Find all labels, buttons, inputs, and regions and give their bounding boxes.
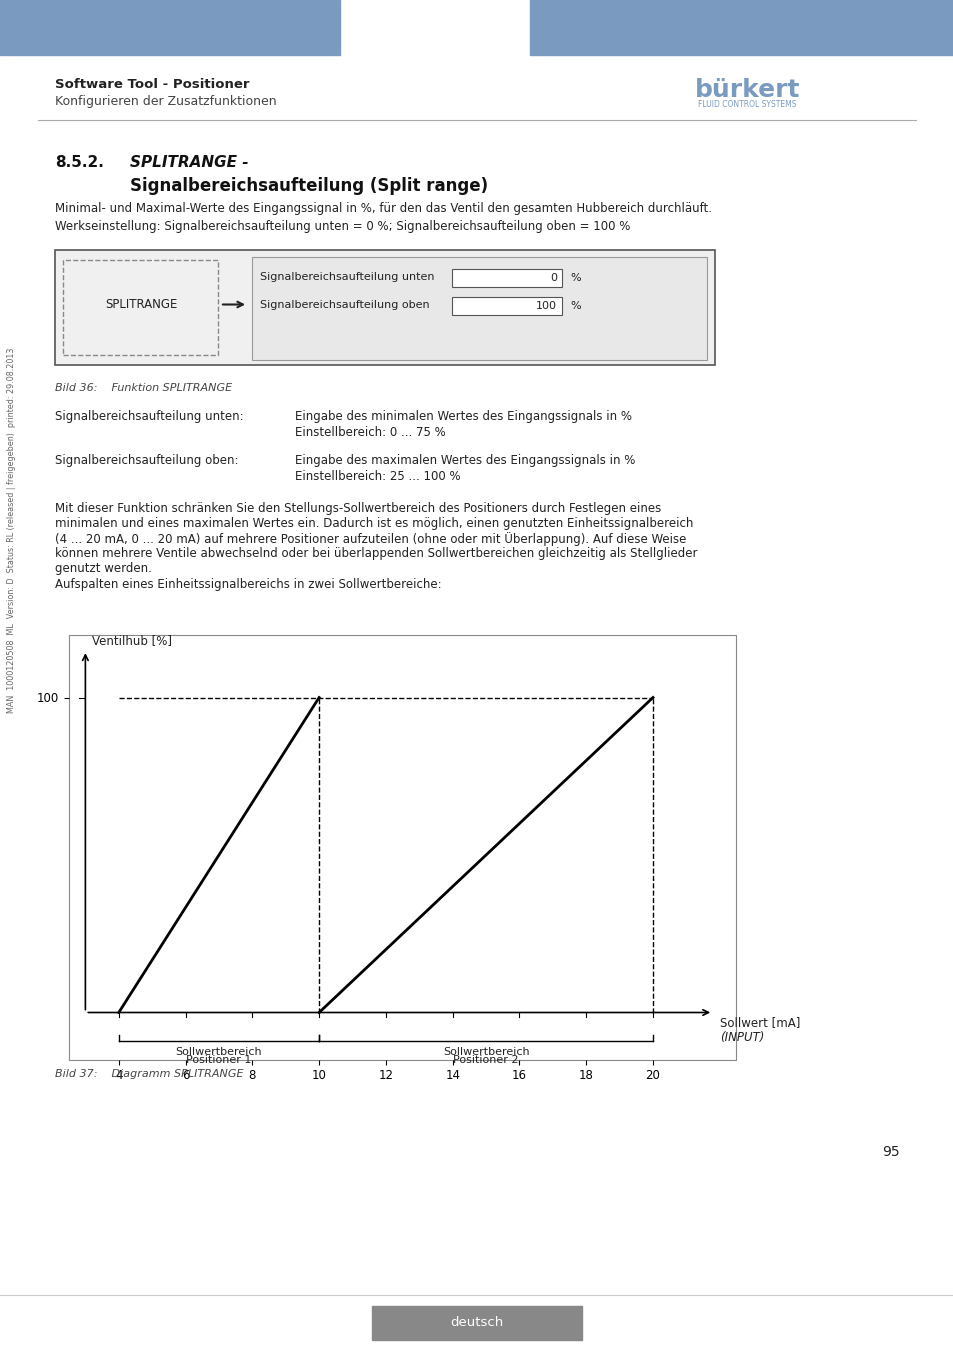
Text: (INPUT): (INPUT)	[719, 1031, 763, 1045]
Text: Eingabe des minimalen Wertes des Eingangssignals in %: Eingabe des minimalen Wertes des Eingang…	[294, 410, 631, 423]
Text: Werkseinstellung: Signalbereichsaufteilung unten = 0 %; Signalbereichsaufteilung: Werkseinstellung: Signalbereichsaufteilu…	[55, 220, 630, 234]
Text: 95: 95	[882, 1145, 899, 1160]
Text: bürkert: bürkert	[695, 78, 800, 103]
Bar	[452, 297, 561, 315]
Text: 0: 0	[550, 273, 557, 284]
Text: minimalen und eines maximalen Wertes ein. Dadurch ist es möglich, einen genutzte: minimalen und eines maximalen Wertes ein…	[55, 517, 693, 531]
Text: SPLITRANGE -: SPLITRANGE -	[130, 155, 249, 170]
Text: Positioner 1: Positioner 1	[186, 1056, 252, 1065]
Text: Software Tool - Positioner: Software Tool - Positioner	[55, 78, 250, 90]
Text: Aufspalten eines Einheitssignalbereichs in zwei Sollwertbereiche:: Aufspalten eines Einheitssignalbereichs …	[55, 578, 441, 591]
Text: 8.5.2.: 8.5.2.	[55, 155, 104, 170]
Bar	[55, 250, 714, 364]
Text: genutzt werden.: genutzt werden.	[55, 562, 152, 575]
Text: FLUID CONTROL SYSTEMS: FLUID CONTROL SYSTEMS	[698, 100, 796, 109]
Text: können mehrere Ventile abwechselnd oder bei überlappenden Sollwertbereichen glei: können mehrere Ventile abwechselnd oder …	[55, 547, 697, 560]
Text: deutsch: deutsch	[450, 1316, 503, 1330]
Text: %: %	[569, 301, 580, 310]
Bar	[0, 0, 339, 55]
Text: Positioner 2: Positioner 2	[453, 1056, 518, 1065]
Text: Bild 37:    Diagramm SPLITRANGE: Bild 37: Diagramm SPLITRANGE	[55, 1069, 244, 1079]
Bar	[63, 261, 218, 355]
Text: Signalbereichsaufteilung (Split range): Signalbereichsaufteilung (Split range)	[130, 177, 488, 194]
Text: Signalbereichsaufteilung oben:: Signalbereichsaufteilung oben:	[55, 454, 238, 467]
Text: MAN  1000120508  ML  Version: D  Status: RL (released | freigegeben)  printed: 2: MAN 1000120508 ML Version: D Status: RL …	[8, 347, 16, 713]
Text: Signalbereichsaufteilung unten: Signalbereichsaufteilung unten	[260, 271, 434, 282]
Text: Signalbereichsaufteilung oben: Signalbereichsaufteilung oben	[260, 300, 429, 310]
Text: Eingabe des maximalen Wertes des Eingangssignals in %: Eingabe des maximalen Wertes des Eingang…	[294, 454, 635, 467]
Text: Ventilhub [%]: Ventilhub [%]	[91, 634, 172, 647]
Text: %: %	[569, 273, 580, 284]
Bar	[452, 269, 561, 288]
Text: Minimal- und Maximal-Werte des Eingangssignal in %, für den das Ventil den gesam: Minimal- und Maximal-Werte des Eingangss…	[55, 202, 711, 215]
Text: Einstellbereich: 0 ... 75 %: Einstellbereich: 0 ... 75 %	[294, 427, 445, 439]
Text: Sollwertbereich: Sollwertbereich	[442, 1048, 529, 1057]
Text: 100: 100	[536, 301, 557, 310]
Bar	[372, 1305, 581, 1341]
Text: Konfigurieren der Zusatzfunktionen: Konfigurieren der Zusatzfunktionen	[55, 95, 276, 108]
Text: Einstellbereich: 25 ... 100 %: Einstellbereich: 25 ... 100 %	[294, 470, 460, 483]
Text: Mit dieser Funktion schränken Sie den Stellungs-Sollwertbereich des Positioners : Mit dieser Funktion schränken Sie den St…	[55, 502, 660, 514]
Bar	[530, 0, 953, 55]
Text: Sollwert [mA]: Sollwert [mA]	[719, 1015, 800, 1029]
Text: Sollwertbereich: Sollwertbereich	[175, 1048, 262, 1057]
Bar	[252, 256, 706, 360]
Text: Signalbereichsaufteilung unten:: Signalbereichsaufteilung unten:	[55, 410, 243, 423]
Text: Bild 36:    Funktion SPLITRANGE: Bild 36: Funktion SPLITRANGE	[55, 383, 232, 393]
Text: (4 ... 20 mA, 0 ... 20 mA) auf mehrere Positioner aufzuteilen (ohne oder mit Übe: (4 ... 20 mA, 0 ... 20 mA) auf mehrere P…	[55, 532, 685, 545]
Text: SPLITRANGE: SPLITRANGE	[105, 298, 177, 311]
